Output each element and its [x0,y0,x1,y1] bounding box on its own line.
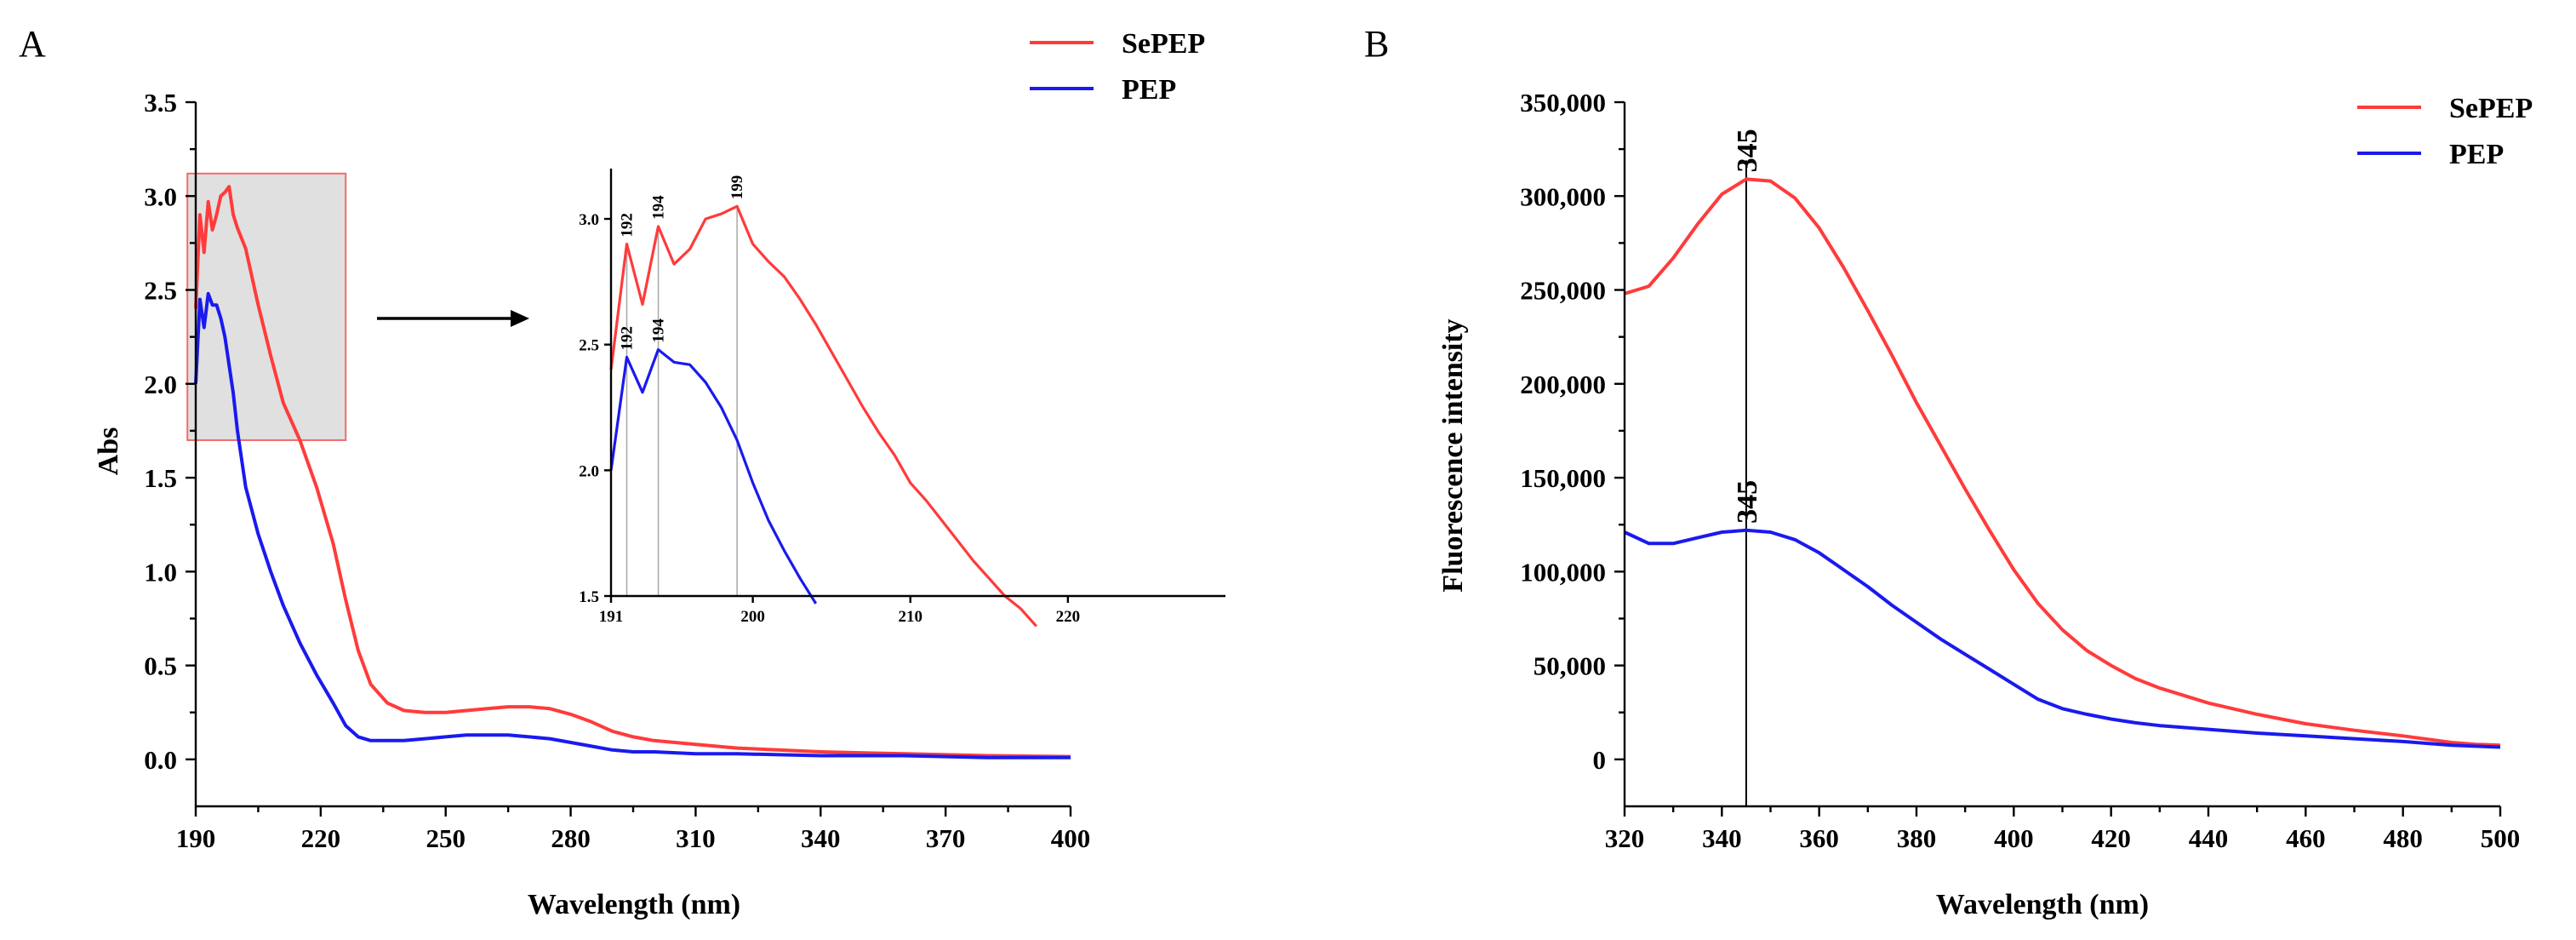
panel-a-x-tick-label: 340 [801,823,841,853]
panel-b-x-tick-label: 460 [2286,823,2326,853]
panel-b-y-tick-label: 250,000 [1520,276,1606,306]
panel-b-chart: 320 340 360 380 400 420 440 460 480 500 0 50,000 100… [1437,88,2533,920]
panel-a-y-tick-label: 0.0 [144,745,177,775]
inset-y-tick-label: 2.0 [579,462,599,480]
legend-label-sepep: SePEP [1122,28,1205,60]
panel-b-legend: SePEP PEP [2357,93,2533,170]
inset-chart: 191 200 210 220 1.5 2.0 2.5 3.0 192 194 199 192 194 [579,169,1225,628]
panel-b-y-tick-label: 200,000 [1520,370,1606,399]
inset-y-tick-label: 3.0 [579,211,599,229]
zoom-box [186,172,347,441]
panel-a-x-tick-label: 400 [1051,823,1091,853]
panel-b-y-tick-label: 350,000 [1520,88,1606,118]
panel-b-y-axis-title: Fluorescence intensity [1437,318,1469,592]
inset-x-tick-label: 210 [898,608,922,626]
panel-a-x-tick-label: 280 [551,823,591,853]
panel-a-chart: 190 220 250 280 310 340 370 400 0.0 0.5 1.0 1.5 2.0 2… [93,28,1205,920]
panel-a-y-tick-label: 3.0 [144,181,177,211]
panel-b-x-tick-label: 420 [2091,823,2131,853]
panel-b-x-axis-title: Wavelength (nm) [1936,889,2149,920]
inset-peak-label: 192 [619,213,637,238]
panel-a-y-tick-label: 1.5 [144,463,177,493]
panel-a-series-line-pep [194,291,1071,759]
inset-x-tick-label: 200 [740,608,765,626]
inset-series-line-pep [609,348,818,605]
panel-b-peak-label: 345 [1732,129,1763,172]
panel-a-y-tick-label: 0.5 [144,651,177,681]
zoom-arrow [377,310,529,327]
panel-b-y-tick-label: 150,000 [1520,463,1606,493]
panel-b-y-tick-label: 50,000 [1534,651,1606,681]
panel-b-x-tick-label: 440 [2189,823,2229,853]
panel-a-x-tick-label: 190 [176,823,216,853]
legend-label-pep: PEP [2449,139,2504,170]
legend-label-sepep: SePEP [2449,93,2533,124]
panel-a-series-line-sepep [194,185,1071,759]
panel-b-peak-label: 345 [1732,480,1763,524]
inset-peak-label: 199 [728,175,746,200]
panel-a-x-tick-label: 250 [426,823,466,853]
panel-b-series-line-pep [1624,528,2501,749]
panel-b-x-tick-label: 480 [2383,823,2423,853]
panel-a-x-tick-label: 220 [301,823,341,853]
panel-b-y-tick-label: 0 [1593,745,1607,775]
panel-a-y-axis-title: Abs [93,427,124,476]
inset-x-tick-label: 220 [1056,608,1081,626]
panel-label-a: A [19,23,46,65]
panel-a-y-tick-label: 2.0 [144,370,177,399]
inset-x-tick-label: 191 [599,608,624,626]
panel-a-y-tick-label: 1.0 [144,557,177,587]
panel-b-x-tick-label: 400 [1994,823,2034,853]
legend-label-pep: PEP [1122,74,1176,106]
panel-a-legend: SePEP PEP [1030,28,1205,106]
inset-y-tick-label: 1.5 [579,588,599,606]
panel-b-x-tick-label: 360 [1799,823,1839,853]
panel-a-x-tick-label: 370 [926,823,966,853]
panel-b-x-tick-label: 380 [1897,823,1937,853]
panel-b-y-tick-label: 100,000 [1520,557,1606,587]
inset-y-tick-label: 2.5 [579,337,599,355]
inset-peak-label: 194 [650,195,668,220]
panel-a-x-axis-title: Wavelength (nm) [528,889,740,920]
panel-label-b: B [1364,23,1389,65]
panel-a-x-tick-label: 310 [676,823,716,853]
panel-a-y-tick-label: 3.5 [144,88,177,118]
panel-b-series-line-sepep [1624,177,2501,748]
inset-peak-label: 194 [650,318,668,343]
panel-b-x-tick-label: 320 [1605,823,1645,853]
panel-b-x-tick-label: 340 [1702,823,1742,853]
panel-b-y-tick-label: 300,000 [1520,181,1606,211]
panel-b-x-tick-label: 500 [2481,823,2521,853]
inset-series-line-sepep [609,204,1037,628]
panel-a-y-tick-label: 2.5 [144,276,177,306]
inset-peak-label: 192 [619,326,637,351]
